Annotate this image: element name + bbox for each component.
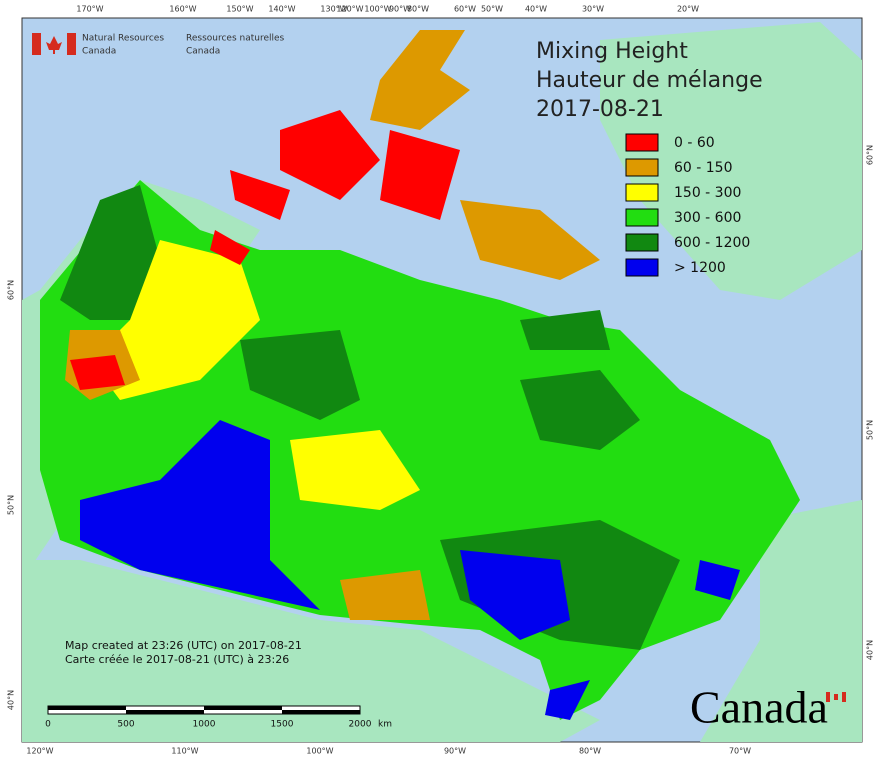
- org-name-en: Canada: [82, 47, 116, 57]
- flag-bar: [826, 692, 830, 702]
- org-name-fr: Ressources naturelles: [186, 34, 285, 44]
- scale-bar-segment: [48, 706, 126, 710]
- latitude-label: 60°N: [7, 280, 16, 300]
- map-note: Carte créée le 2017-08-21 (UTC) à 23:26: [65, 653, 289, 666]
- legend-swatch: [625, 258, 659, 277]
- region-0-60: [210, 230, 250, 265]
- legend-swatch: [625, 233, 659, 252]
- latitude-label: 40°N: [866, 640, 875, 660]
- region-600-1200: [60, 185, 160, 320]
- longitude-label: 80°W: [579, 747, 601, 756]
- region-over-1200: [460, 550, 570, 640]
- longitude-label: 110°W: [171, 747, 198, 756]
- region-60-150: [370, 30, 470, 130]
- scale-bar-segment: [126, 710, 204, 714]
- region-0-60: [230, 170, 290, 220]
- region-over-1200: [80, 420, 320, 610]
- longitude-label: 90°W: [444, 747, 466, 756]
- flag-bar: [67, 33, 76, 55]
- region-over-1200: [545, 680, 590, 720]
- scale-bar: [47, 705, 361, 715]
- region-0-60: [70, 355, 125, 390]
- longitude-label: 150°W: [226, 5, 253, 14]
- map-title: 2017-08-21: [536, 97, 664, 122]
- scale-bar-segment: [282, 710, 360, 714]
- flag-bar: [32, 33, 41, 55]
- scale-label: 1500: [271, 720, 294, 730]
- atlantic-usa: [700, 500, 862, 742]
- longitude-label: 170°W: [76, 5, 103, 14]
- longitude-label: 40°W: [525, 5, 547, 14]
- maple-leaf: [834, 694, 838, 700]
- longitude-label: 90°W: [389, 5, 411, 14]
- maple-leaf: [46, 36, 62, 54]
- legend-swatch: [625, 208, 659, 227]
- region-60-150: [460, 200, 600, 280]
- longitude-label: 130°W: [320, 5, 347, 14]
- map-title: Mixing Height: [536, 39, 688, 64]
- latitude-label: 40°N: [7, 690, 16, 710]
- legend-swatch: [625, 158, 659, 177]
- region-0-60: [280, 110, 380, 200]
- latitude-label: 60°N: [866, 145, 875, 165]
- longitude-label: 100°W: [364, 5, 391, 14]
- region-0-60: [380, 130, 460, 220]
- wordmark: Canada: [690, 682, 828, 733]
- org-name-en: Natural Resources: [82, 34, 164, 44]
- flag-bar: [842, 692, 846, 702]
- latitude-label: 50°N: [7, 495, 16, 515]
- longitude-label: 60°W: [454, 5, 476, 14]
- longitude-label: 70°W: [729, 747, 751, 756]
- region-over-1200: [695, 560, 740, 600]
- legend-label: 60 - 150: [674, 160, 733, 176]
- longitude-label: 160°W: [169, 5, 196, 14]
- legend-swatch: [625, 133, 659, 152]
- legend-label: > 1200: [674, 260, 726, 276]
- region-600-1200: [520, 310, 610, 350]
- legend: 0 - 60 60 - 150 150 - 300 300 - 600 600 - 12…: [625, 133, 750, 277]
- region-60-150: [340, 570, 430, 620]
- longitude-label: 120°W: [336, 5, 363, 14]
- longitude-label: 30°W: [582, 5, 604, 14]
- legend-swatch: [625, 183, 659, 202]
- scale-label: 500: [117, 720, 134, 730]
- scale-label: 1000: [193, 720, 216, 730]
- legend-label: 0 - 60: [674, 135, 715, 151]
- region-600-1200: [520, 370, 640, 450]
- region-150-300: [290, 430, 420, 510]
- scale-label: km: [378, 720, 392, 730]
- map-title: Hauteur de mélange: [536, 68, 763, 93]
- longitude-label: 100°W: [306, 747, 333, 756]
- region-150-300: [90, 240, 260, 400]
- canada-mixing-height: [40, 30, 800, 720]
- latitude-label: 50°N: [866, 420, 875, 440]
- legend-label: 600 - 1200: [674, 235, 750, 251]
- usa: [22, 560, 600, 742]
- legend-label: 300 - 600: [674, 210, 741, 226]
- region-600-1200: [240, 330, 360, 420]
- scale-bar-segment: [204, 706, 282, 710]
- wordmark-flag: [826, 692, 846, 702]
- longitude-label: 80°W: [407, 5, 429, 14]
- longitude-label: 20°W: [677, 5, 699, 14]
- logo: [32, 33, 76, 55]
- scale-label: 2000: [349, 720, 372, 730]
- greenland: [600, 22, 862, 300]
- longitude-label: 50°W: [481, 5, 503, 14]
- legend-label: 150 - 300: [674, 185, 741, 201]
- longitude-label: 140°W: [268, 5, 295, 14]
- org-name-fr: Canada: [186, 47, 220, 57]
- map-note: Map created at 23:26 (UTC) on 2017-08-21: [65, 639, 302, 652]
- scale-label: 0: [45, 720, 51, 730]
- longitude-label: 120°W: [26, 747, 53, 756]
